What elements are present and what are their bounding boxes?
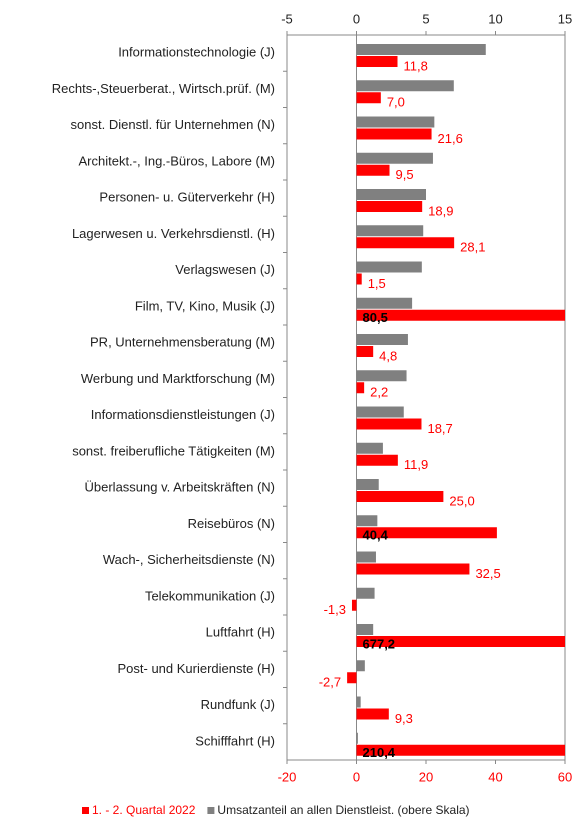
value-label: 9,5 <box>396 167 414 182</box>
bar <box>356 454 398 466</box>
bar <box>356 515 378 527</box>
bar <box>356 708 389 720</box>
bar <box>356 189 426 200</box>
category-label: Werbung und Marktforschung (M) <box>81 371 275 386</box>
x-tick-label: 0 <box>353 769 360 784</box>
category-label: PR, Unternehmensberatung (M) <box>90 335 275 350</box>
value-label: 21,6 <box>438 131 463 146</box>
bar <box>356 744 565 756</box>
category-label: Telekommunikation (J) <box>145 588 275 603</box>
value-label: 28,1 <box>460 240 485 255</box>
category-label: Architekt.-, Ing.-Büros, Labore (M) <box>78 153 275 168</box>
bar <box>356 346 374 357</box>
value-label: 4,8 <box>379 348 397 363</box>
bar <box>356 370 407 382</box>
category-label: Informationstechnologie (J) <box>118 45 275 60</box>
value-label: 11,8 <box>404 58 428 73</box>
value-label: 2,2 <box>370 385 388 400</box>
bar <box>347 672 357 684</box>
x-tick-label: 40 <box>488 769 502 784</box>
bar <box>356 587 375 599</box>
category-label: Rundfunk (J) <box>201 697 275 712</box>
value-label: 18,7 <box>427 421 452 436</box>
category-label: Reisebüros (N) <box>188 516 275 531</box>
bar <box>356 418 422 430</box>
value-label: 1,5 <box>368 276 386 291</box>
value-label: -1,3 <box>324 602 346 617</box>
x2-tick-label: 10 <box>488 11 502 26</box>
category-label: Wach-, Sicherheitsdienste (N) <box>103 552 275 567</box>
bars <box>347 44 565 756</box>
bar <box>356 44 486 55</box>
bar <box>356 116 435 128</box>
bar <box>356 273 362 285</box>
bar <box>356 297 413 309</box>
category-label: Verlagswesen (J) <box>175 262 275 277</box>
x-tick-label: -20 <box>278 769 297 784</box>
category-label: Rechts-,Steuerberat., Wirtsch.prüf. (M) <box>52 81 275 96</box>
value-label: 9,3 <box>395 711 413 726</box>
bar <box>356 551 376 563</box>
bar <box>356 80 454 92</box>
category-label: Post- und Kurierdienste (H) <box>117 661 275 676</box>
category-label: sonst. Dienstl. für Unternehmen (N) <box>71 117 275 132</box>
x-tick-label: 20 <box>419 769 433 784</box>
bar <box>356 696 361 708</box>
value-label: -2,7 <box>319 675 341 690</box>
bar <box>356 334 408 345</box>
bar <box>356 491 444 502</box>
bar <box>351 599 357 611</box>
value-label: 80,5 <box>363 310 388 325</box>
plot-frame <box>286 34 566 761</box>
value-label: 11,9 <box>404 457 428 472</box>
bar <box>356 660 365 672</box>
x2-tick-label: -5 <box>281 11 293 26</box>
category-label: Lagerwesen u. Verkehrsdienstl. (H) <box>72 226 275 241</box>
x2-tick-label: 15 <box>558 11 572 26</box>
bar <box>356 624 374 635</box>
bar <box>356 201 423 212</box>
value-label: 677,2 <box>363 636 396 651</box>
bar <box>356 732 358 744</box>
category-label: Informationsdienstleistungen (J) <box>91 407 275 422</box>
legend-swatch <box>82 807 89 814</box>
x2-tick-label: 0 <box>353 11 360 26</box>
x-tick-label: 60 <box>558 769 572 784</box>
category-label: Film, TV, Kino, Musik (J) <box>135 298 275 313</box>
bar <box>356 563 470 575</box>
bar <box>356 309 565 321</box>
bar <box>356 128 432 140</box>
category-label: Überlassung v. Arbeitskräften (N) <box>85 480 276 495</box>
value-label: 32,5 <box>475 566 500 581</box>
value-label: 210,4 <box>363 745 396 760</box>
value-label: 18,9 <box>428 203 453 218</box>
category-label: sonst. freiberufliche Tätigkeiten (M) <box>72 443 275 458</box>
bar <box>356 479 379 490</box>
category-label: Personen- u. Güterverkehr (H) <box>99 190 275 205</box>
bar <box>356 164 390 176</box>
bar <box>356 527 497 539</box>
value-label: 25,0 <box>449 493 474 508</box>
category-label: Luftfahrt (H) <box>206 625 275 640</box>
bar <box>356 261 422 273</box>
bar <box>356 56 398 67</box>
legend-label: Umsatzanteil an allen Dienstleist. (ober… <box>217 803 469 817</box>
bar <box>356 92 381 104</box>
value-label: 40,4 <box>363 528 389 543</box>
legend-swatch <box>207 807 215 814</box>
x2-tick-label: 5 <box>422 11 429 26</box>
legend-label: 1. - 2. Quartal 2022 <box>92 803 196 817</box>
bar <box>356 442 383 454</box>
bar <box>356 225 424 237</box>
category-label: Schifffahrt (H) <box>195 733 275 748</box>
bar <box>356 406 404 418</box>
bar <box>356 152 433 164</box>
bar <box>356 382 365 394</box>
bar <box>356 237 455 249</box>
bar <box>356 636 565 647</box>
value-label: 7,0 <box>387 95 405 110</box>
